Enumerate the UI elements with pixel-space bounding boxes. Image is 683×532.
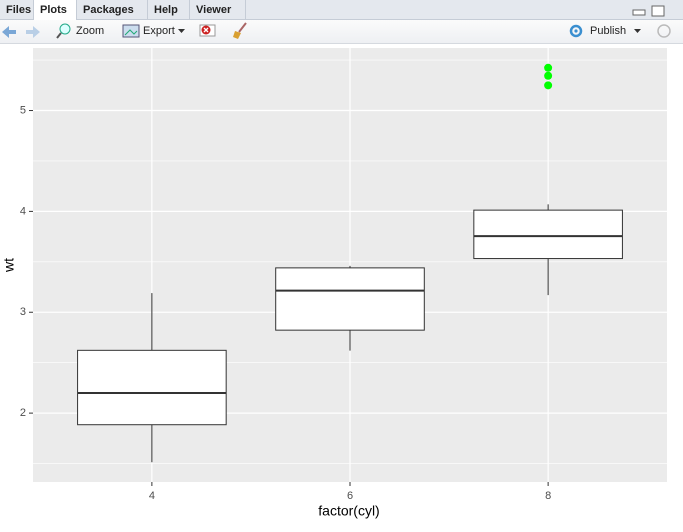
tab[interactable]: Files bbox=[0, 0, 34, 20]
x-tick-label: 4 bbox=[149, 490, 155, 502]
publish-button[interactable]: Publish bbox=[590, 25, 627, 37]
tab[interactable]: Help bbox=[148, 0, 190, 20]
refresh-icon[interactable] bbox=[656, 23, 672, 39]
clear-icon[interactable] bbox=[232, 22, 248, 40]
export-icon[interactable] bbox=[122, 24, 140, 38]
y-tick-label: 4 bbox=[20, 205, 26, 217]
box bbox=[473, 209, 623, 260]
x-axis-title: factor(cyl) bbox=[318, 503, 379, 519]
zoom-button[interactable]: Zoom bbox=[76, 25, 105, 37]
outlier bbox=[544, 71, 553, 80]
y-axis-title: wt bbox=[1, 258, 17, 273]
dropdown[interactable] bbox=[634, 29, 642, 35]
window-controls[interactable] bbox=[632, 5, 668, 17]
x-tick-label: 6 bbox=[347, 490, 353, 502]
outlier bbox=[544, 63, 553, 72]
nav-arrows[interactable] bbox=[0, 24, 42, 40]
tab[interactable]: Packages bbox=[77, 0, 148, 20]
tab-bar: Files Plots Packages Help Viewer bbox=[0, 0, 683, 21]
publish-icon[interactable] bbox=[568, 24, 586, 38]
y-tick-label: 3 bbox=[20, 306, 26, 318]
box bbox=[275, 267, 425, 331]
remove-icon[interactable] bbox=[199, 23, 217, 39]
toolbar: Zoom Export Publish bbox=[0, 20, 683, 44]
tab-active[interactable]: Plots bbox=[34, 0, 77, 21]
zoom-icon[interactable] bbox=[56, 23, 72, 39]
tab[interactable]: Viewer bbox=[190, 0, 246, 20]
dropdown[interactable] bbox=[178, 29, 186, 35]
box bbox=[77, 349, 227, 426]
y-tick-label: 5 bbox=[20, 104, 26, 116]
export-button[interactable]: Export bbox=[143, 25, 175, 37]
outlier bbox=[544, 81, 553, 90]
x-tick-label: 8 bbox=[545, 490, 551, 502]
y-tick-label: 2 bbox=[20, 407, 26, 419]
chart: factor(cyl) wt 2 3 4 5 4 6 8 bbox=[1, 48, 667, 519]
